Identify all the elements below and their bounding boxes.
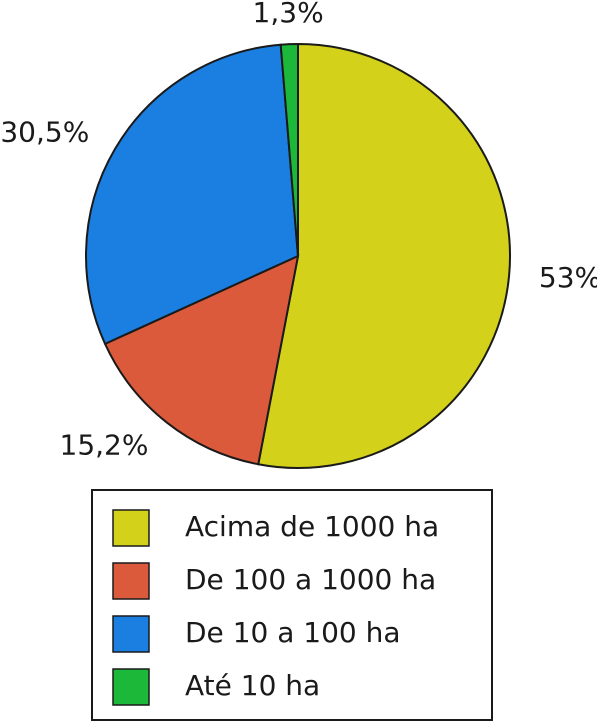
legend-swatch (112, 668, 150, 706)
slice-label: 53% (539, 261, 597, 294)
pie-slice (103, 254, 300, 466)
legend-swatch (112, 509, 150, 547)
pie-slice (85, 43, 300, 346)
slice-label: 1,3% (253, 0, 324, 29)
legend-label: Acima de 1000 ha (185, 510, 439, 543)
legend-swatch (112, 562, 150, 600)
legend-label: De 10 a 100 ha (185, 616, 401, 649)
pie-slice (279, 42, 299, 257)
legend-label: Até 10 ha (185, 669, 320, 702)
legend-label: De 100 a 1000 ha (185, 563, 436, 596)
slice-label: 30,5% (0, 115, 89, 148)
pie-slice (257, 42, 511, 469)
slice-label: 15,2% (60, 428, 149, 461)
legend-box (91, 489, 493, 721)
legend-swatch (112, 615, 150, 653)
